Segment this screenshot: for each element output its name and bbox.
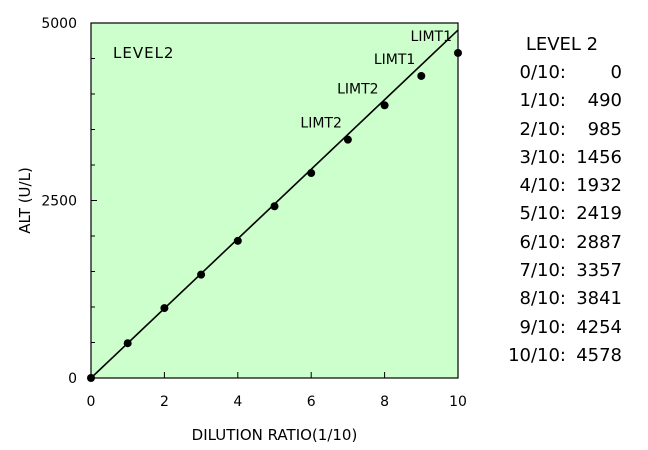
dilution-ratio-cell: 3/10: xyxy=(519,146,567,168)
data-point xyxy=(123,339,132,348)
data-points xyxy=(87,48,462,382)
data-point xyxy=(160,304,169,313)
y-axis-title: ALT (U/L) xyxy=(16,167,34,234)
point-annotation: LIMT1 xyxy=(411,29,452,45)
alt-value-cell: 1456 xyxy=(576,146,622,168)
data-point xyxy=(270,202,279,211)
table-row: 0/10: 0 xyxy=(488,59,628,87)
alt-value-cell: 1932 xyxy=(576,175,622,197)
dilution-ratio-cell: 4/10: xyxy=(519,175,567,197)
alt-value-cell: 2887 xyxy=(576,231,622,253)
x-axis-title: DILUTION RATIO(1/10) xyxy=(192,426,358,444)
dilution-ratio-cell: 10/10: xyxy=(508,344,566,366)
axis-ticks: 0 2 4 6 8 10 0 2500 5000 xyxy=(41,16,467,410)
annotations: LIMT2 LIMT2 LIMT1 LIMT1 xyxy=(300,29,452,132)
data-point xyxy=(307,169,316,178)
alt-value-cell: 0 xyxy=(610,62,622,83)
data-point xyxy=(417,71,426,80)
x-tick-label: 10 xyxy=(449,394,467,410)
data-point xyxy=(454,48,462,57)
table-row: 8/10: 3841 xyxy=(488,285,628,313)
dilution-ratio-cell: 7/10: xyxy=(519,260,567,282)
y-tick-label: 5000 xyxy=(41,16,77,32)
alt-value-cell: 2419 xyxy=(576,203,622,225)
dilution-ratio-cell: 5/10: xyxy=(519,203,567,225)
x-tick-label: 4 xyxy=(233,394,242,410)
panel-label: LEVEL2 xyxy=(113,44,174,62)
plot-area xyxy=(90,22,459,379)
alt-value-cell: 3357 xyxy=(576,260,622,282)
dilution-ratio-cell: 2/10: xyxy=(519,118,567,140)
table-title: LEVEL 2 xyxy=(525,34,599,55)
data-point xyxy=(233,236,242,245)
table-row: 6/10: 2887 xyxy=(488,229,628,257)
table-row: 1/10: 490 xyxy=(488,87,628,115)
dilution-ratio-cell: 6/10: xyxy=(519,231,567,253)
table-row: 4/10: 1932 xyxy=(488,172,628,200)
point-annotation: LIMT2 xyxy=(337,81,378,97)
table-rows: 0/10: 0 1/10: 490 2/10: 985 3/10: 1456 4/10: 1932… xyxy=(488,59,628,370)
alt-value-cell: 4254 xyxy=(576,316,622,338)
alt-value-cell: 490 xyxy=(587,90,622,112)
table-row: 10/10: 4578 xyxy=(488,342,628,370)
table-row: 3/10: 1456 xyxy=(488,144,628,172)
y-tick-label: 0 xyxy=(68,371,77,387)
alt-value-cell: 3841 xyxy=(576,288,622,310)
data-point xyxy=(87,374,95,382)
x-tick-label: 8 xyxy=(380,394,389,410)
point-annotation: LIMT1 xyxy=(374,52,415,68)
y-tick-label: 2500 xyxy=(41,194,77,210)
x-tick-label: 2 xyxy=(160,394,169,410)
x-tick-label: 6 xyxy=(307,394,316,410)
point-annotation: LIMT2 xyxy=(300,116,341,132)
table-row: 2/10: 985 xyxy=(488,116,628,144)
table-row: 7/10: 3357 xyxy=(488,257,628,285)
dilution-ratio-cell: 1/10: xyxy=(519,90,567,112)
dilution-ratio-cell: 0/10: xyxy=(519,62,567,83)
dilution-ratio-cell: 8/10: xyxy=(519,288,567,310)
data-point xyxy=(197,270,206,279)
alt-value-cell: 4578 xyxy=(576,344,622,366)
table-row: 5/10: 2419 xyxy=(488,200,628,228)
dilution-ratio-cell: 9/10: xyxy=(519,316,567,338)
data-table: LEVEL 2 0/10: 0 1/10: 490 2/10: 985 3/10: 1456 4… xyxy=(488,30,628,370)
table-row: 9/10: 4254 xyxy=(488,314,628,342)
data-point xyxy=(343,135,352,144)
alt-value-cell: 985 xyxy=(587,118,622,140)
data-point xyxy=(380,101,389,110)
x-tick-label: 0 xyxy=(87,394,96,410)
